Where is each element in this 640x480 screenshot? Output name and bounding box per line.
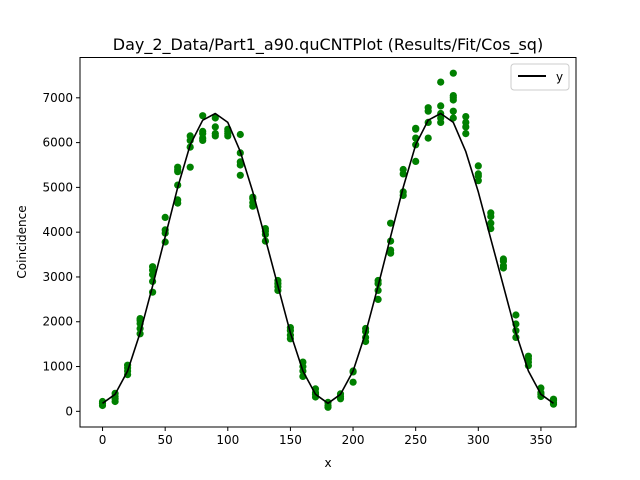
axis-ticks: 0 50 100 150 200 250 300 350 0 1000 2000 3000 4000 50… xyxy=(42,91,552,447)
data-point xyxy=(211,123,219,131)
data-point xyxy=(199,127,207,135)
data-point xyxy=(412,124,420,132)
data-point xyxy=(437,78,445,86)
legend: y xyxy=(510,63,570,91)
data-point xyxy=(211,114,219,122)
data-point xyxy=(449,92,457,100)
y-tick-label: 1000 xyxy=(42,360,73,374)
data-point xyxy=(211,130,219,138)
x-tick-label: 0 xyxy=(99,433,107,447)
data-point xyxy=(499,255,507,263)
data-point xyxy=(487,209,495,217)
fit-line-layer xyxy=(102,112,554,405)
x-tick-label: 350 xyxy=(529,433,552,447)
data-point xyxy=(374,295,382,303)
legend-entry-y: y xyxy=(556,70,563,84)
y-tick-label: 2000 xyxy=(42,315,73,329)
data-point xyxy=(412,157,420,165)
y-tick-label: 0 xyxy=(65,404,73,418)
data-point xyxy=(174,196,182,204)
data-point xyxy=(199,112,207,120)
data-point xyxy=(449,107,457,115)
data-point xyxy=(424,104,432,112)
x-tick-label: 150 xyxy=(279,433,302,447)
data-point xyxy=(349,378,357,386)
y-tick-label: 4000 xyxy=(42,225,73,239)
data-point xyxy=(549,395,558,403)
data-point xyxy=(487,219,495,227)
data-point xyxy=(462,113,470,121)
data-point xyxy=(462,118,470,126)
data-point xyxy=(512,311,520,319)
plot-frame xyxy=(79,57,577,428)
y-tick-label: 6000 xyxy=(42,136,73,150)
x-tick-label: 250 xyxy=(404,433,427,447)
data-point xyxy=(149,263,157,271)
x-tick-label: 50 xyxy=(158,433,173,447)
chart-title: Day_2_Data/Part1_a90.quCNTPlot (Results/… xyxy=(113,35,543,55)
x-tick-label: 200 xyxy=(342,433,365,447)
y-tick-label: 3000 xyxy=(42,270,73,284)
data-point xyxy=(449,69,457,77)
x-axis-label: x xyxy=(324,456,331,470)
data-point xyxy=(524,352,533,360)
data-point xyxy=(474,162,482,170)
x-tick-label: 300 xyxy=(467,433,490,447)
data-point xyxy=(174,163,182,171)
data-point xyxy=(236,130,244,139)
data-point xyxy=(462,130,470,138)
data-point xyxy=(437,102,445,110)
y-tick-label: 5000 xyxy=(42,180,73,194)
data-point xyxy=(449,114,457,122)
data-point xyxy=(161,213,169,221)
data-point xyxy=(424,134,432,142)
data-point xyxy=(236,171,244,179)
data-point xyxy=(186,132,194,140)
data-point xyxy=(136,315,144,323)
data-point xyxy=(474,170,482,178)
y-tick-label: 7000 xyxy=(42,91,73,105)
data-point xyxy=(186,163,194,171)
data-point xyxy=(98,397,107,406)
y-axis-label: Coincidence xyxy=(15,205,29,278)
data-point xyxy=(399,165,407,174)
fit-line xyxy=(102,112,554,405)
x-tick-label: 100 xyxy=(216,433,239,447)
data-point xyxy=(387,246,395,254)
data-point xyxy=(387,219,395,227)
